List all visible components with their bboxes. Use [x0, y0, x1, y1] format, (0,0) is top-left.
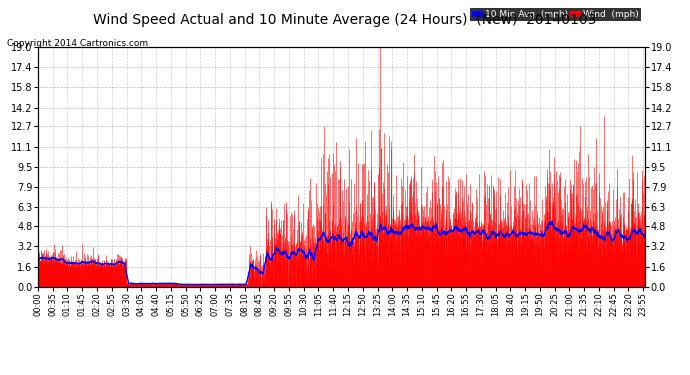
Legend: 10 Min Avg  (mph), Wind  (mph): 10 Min Avg (mph), Wind (mph): [470, 8, 640, 21]
Text: Wind Speed Actual and 10 Minute Average (24 Hours)  (New)  20140103: Wind Speed Actual and 10 Minute Average …: [93, 13, 597, 27]
Text: Copyright 2014 Cartronics.com: Copyright 2014 Cartronics.com: [7, 39, 148, 48]
